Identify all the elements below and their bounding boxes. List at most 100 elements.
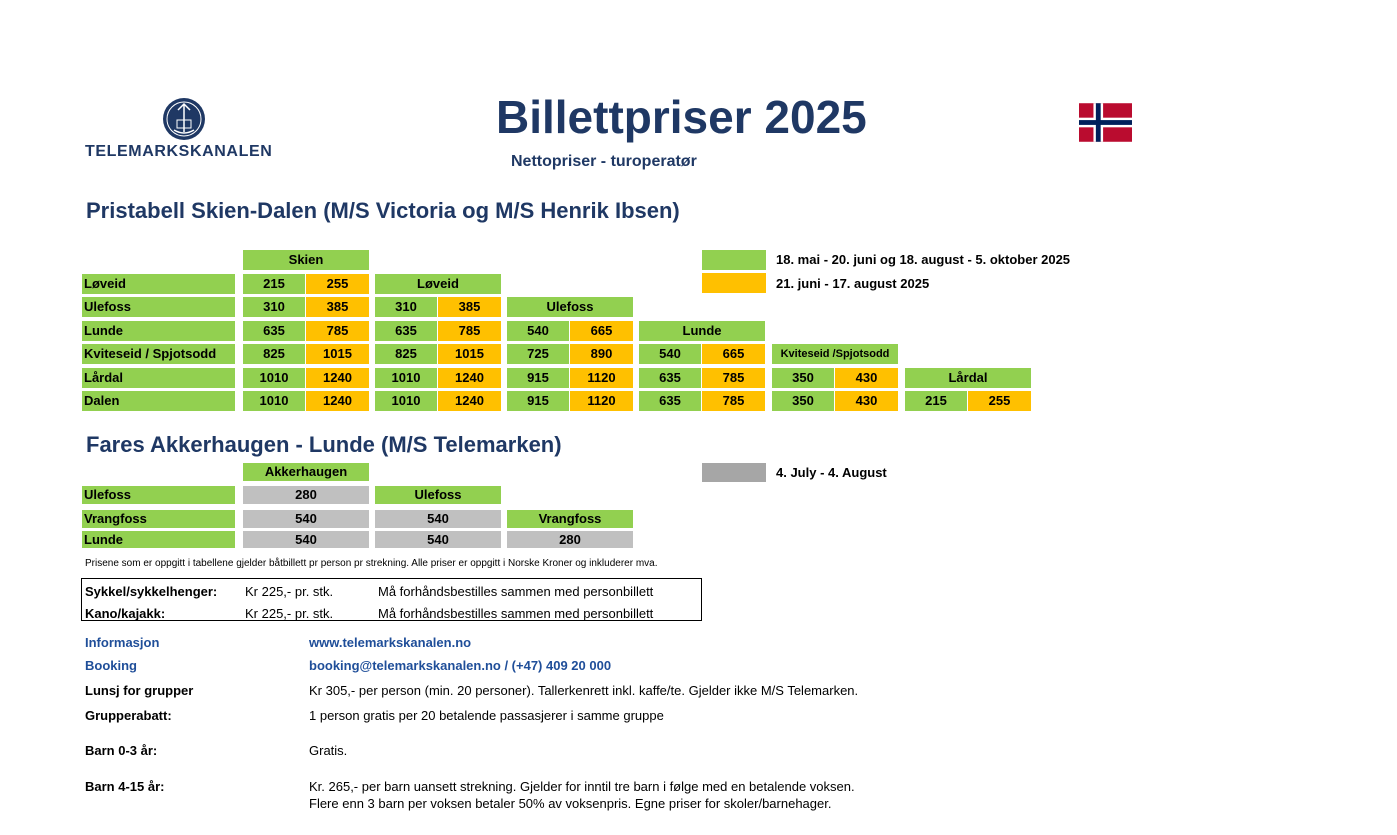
info-label-barn-4-15: Barn 4-15 år:	[85, 779, 165, 794]
info-value-lunsj: Kr 305,- per person (min. 20 personer). …	[309, 683, 859, 698]
price-high-season: 785	[438, 321, 501, 341]
column-header: Skien	[243, 250, 369, 270]
price-high-season: 430	[835, 368, 898, 388]
price-cell: 540	[375, 510, 501, 528]
price-note: Prisene som er oppgitt i tabellene gjeld…	[85, 558, 658, 569]
extra-text: Må forhåndsbestilles sammen med personbi…	[378, 584, 654, 599]
price-high-season: 1015	[306, 344, 369, 364]
page-subtitle: Nettopriser - turoperatør	[511, 153, 697, 170]
price-high-season: 255	[306, 274, 369, 294]
price-high-season: 1240	[306, 391, 369, 411]
price-high-season: 890	[570, 344, 633, 364]
price-high-season: 1120	[570, 368, 633, 388]
price-high-season: 1240	[438, 391, 501, 411]
price-low-season: 635	[243, 321, 305, 341]
column-header: Løveid	[375, 274, 501, 294]
price-high-season: 430	[835, 391, 898, 411]
row-label: Lunde	[82, 321, 235, 341]
price-low-season: 350	[772, 368, 834, 388]
row-label: Dalen	[82, 391, 235, 411]
row-label: Lunde	[82, 531, 235, 548]
price-cell: 280	[243, 486, 369, 504]
info-value-barn-4-15-line1: Kr. 265,- per barn uansett strekning. Gj…	[309, 779, 855, 794]
price-low-season: 215	[905, 391, 967, 411]
extra-text: Må forhåndsbestilles sammen med personbi…	[378, 606, 654, 621]
price-low-season: 635	[375, 321, 437, 341]
price-high-season: 665	[570, 321, 633, 341]
price-low-season: 915	[507, 368, 569, 388]
row-label: Lårdal	[82, 368, 235, 388]
section-title-skien-dalen: Pristabell Skien-Dalen (M/S Victoria og …	[86, 198, 680, 223]
row-label: Ulefoss	[82, 486, 235, 504]
price-low-season: 825	[375, 344, 437, 364]
row-label: Ulefoss	[82, 297, 235, 317]
price-low-season: 540	[507, 321, 569, 341]
column-header: Kviteseid /Spjotsodd	[772, 344, 898, 364]
price-high-season: 255	[968, 391, 1031, 411]
info-label-barn-0-3: Barn 0-3 år:	[85, 743, 158, 758]
row-label: Vrangfoss	[82, 510, 235, 528]
column-header: Lunde	[639, 321, 765, 341]
column-header: Lårdal	[905, 368, 1031, 388]
logo	[160, 96, 208, 142]
legend-swatch-gray	[702, 463, 766, 482]
info-label-lunsj: Lunsj for grupper	[85, 683, 194, 698]
price-low-season: 1010	[375, 391, 437, 411]
column-header: Ulefoss	[375, 486, 501, 504]
section-title-akkerhaugen-lunde: Fares Akkerhaugen - Lunde (M/S Telemarke…	[86, 432, 562, 457]
price-low-season: 310	[375, 297, 437, 317]
info-label-booking: Booking	[85, 658, 137, 673]
extra-label: Kano/kajakk:	[85, 606, 166, 621]
price-high-season: 1015	[438, 344, 501, 364]
info-value-barn-4-15-line2: Flere enn 3 barn per voksen betaler 50% …	[309, 796, 832, 811]
row-label: Kviteseid / Spjotsodd	[82, 344, 235, 364]
legend-swatch-yellow	[702, 273, 766, 293]
booking-contact-link[interactable]: booking@telemarkskanalen.no / (+47) 409 …	[309, 658, 612, 673]
price-cell: 540	[243, 531, 369, 548]
website-link[interactable]: www.telemarkskanalen.no	[309, 635, 472, 650]
legend-label-yellow: 21. juni - 17. august 2025	[776, 276, 930, 291]
price-low-season: 915	[507, 391, 569, 411]
price-high-season: 1240	[438, 368, 501, 388]
logo-emblem-icon	[163, 98, 205, 140]
price-low-season: 310	[243, 297, 305, 317]
price-low-season: 635	[639, 368, 701, 388]
price-high-season: 785	[306, 321, 369, 341]
column-header: Vrangfoss	[507, 510, 633, 528]
legend-label-green: 18. mai - 20. juni og 18. august - 5. ok…	[776, 252, 1071, 267]
info-label-grupperabatt: Grupperabatt:	[85, 708, 172, 723]
page-title: Billettpriser 2025	[496, 91, 867, 143]
price-low-season: 635	[639, 391, 701, 411]
price-low-season: 215	[243, 274, 305, 294]
price-low-season: 825	[243, 344, 305, 364]
price-cell: 540	[375, 531, 501, 548]
price-high-season: 1240	[306, 368, 369, 388]
extra-price: Kr 225,- pr. stk.	[245, 584, 334, 599]
price-high-season: 1120	[570, 391, 633, 411]
price-high-season: 785	[702, 368, 765, 388]
price-low-season: 1010	[243, 368, 305, 388]
column-header: Ulefoss	[507, 297, 633, 317]
price-cell: 540	[243, 510, 369, 528]
price-low-season: 725	[507, 344, 569, 364]
info-value-grupperabatt: 1 person gratis per 20 betalende passasj…	[309, 708, 664, 723]
logo-text: TELEMARKSKANALEN	[85, 143, 273, 160]
price-low-season: 1010	[243, 391, 305, 411]
extra-label: Sykkel/sykkelhenger:	[85, 584, 218, 599]
price-high-season: 385	[438, 297, 501, 317]
price-low-season: 350	[772, 391, 834, 411]
row-label: Løveid	[82, 274, 235, 294]
price-cell: 280	[507, 531, 633, 548]
legend-swatch-green	[702, 250, 766, 270]
price-high-season: 665	[702, 344, 765, 364]
price-low-season: 540	[639, 344, 701, 364]
extra-price: Kr 225,- pr. stk.	[245, 606, 334, 621]
price-low-season: 1010	[375, 368, 437, 388]
info-value-barn-0-3: Gratis.	[309, 743, 348, 758]
column-header: Akkerhaugen	[243, 463, 369, 481]
extras-box: Sykkel/sykkelhenger: Kr 225,- pr. stk. M…	[81, 578, 702, 621]
price-high-season: 785	[702, 391, 765, 411]
legend-label-gray: 4. July - 4. August	[776, 465, 887, 480]
price-high-season: 385	[306, 297, 369, 317]
info-label-informasjon: Informasjon	[85, 635, 160, 650]
